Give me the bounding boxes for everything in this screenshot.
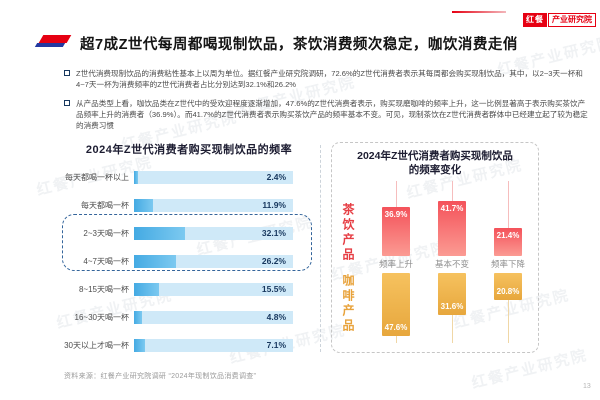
change-column: 36.9% 频率上升 47.6%	[379, 143, 413, 354]
frequency-bar-track: 2.4%	[134, 170, 293, 184]
tea-bar: 36.9%	[382, 207, 410, 256]
frequency-value: 26.2%	[261, 256, 286, 266]
change-category-label: 基本不变	[434, 259, 469, 269]
stem-line-bottom	[507, 300, 509, 343]
purchase-frequency-chart: 2024年Z世代消费者购买现制饮品的频率 每天都喝一杯以上 2.4% 每天都喝一杯 1…	[58, 141, 320, 359]
frequency-bar-track: 11.9%	[134, 198, 293, 212]
change-category-label: 频率上升	[378, 259, 413, 269]
brand-logo: 红餐 产业研究院	[523, 13, 596, 27]
right-chart-title-line2: 的频率变化	[408, 163, 462, 176]
frequency-bar-track: 15.5%	[134, 282, 293, 296]
frequency-value: 11.9%	[262, 200, 286, 210]
stem-line-top	[507, 181, 509, 228]
stem-line-top	[395, 181, 397, 207]
bullet-text: 从产品类型上看，咖饮品类在Z世代中的受欢迎程度逐渐增加，47.6%的Z世代消费者…	[76, 99, 588, 130]
frequency-value: 4.8%	[266, 312, 286, 322]
top-decor-line	[452, 11, 506, 13]
summary-bullets: Z世代消费现制饮品的消费粘性基本上以周为单位。据红餐产业研究院调研，72.6%的…	[64, 68, 592, 139]
tea-bar: 21.4%	[494, 228, 522, 256]
left-chart-title: 2024年Z世代消费者购买现制饮品的频率	[85, 144, 293, 156]
frequency-row-label: 每天都喝一杯以上	[65, 172, 129, 182]
frequency-row: 8~15天喝一杯 15.5%	[58, 275, 320, 303]
frequency-bar-fill	[134, 198, 153, 212]
frequency-row-label: 每天都喝一杯	[81, 200, 129, 210]
panel-divider	[320, 145, 321, 352]
frequency-bar-track: 26.2%	[134, 254, 293, 268]
change-column: 21.4% 频率下降 20.8%	[491, 143, 525, 354]
coffee-series-label: 咖啡产品	[341, 274, 355, 334]
frequency-row: 30天以上才喝一杯 7.1%	[58, 331, 320, 359]
right-chart-title: 2024年Z世代消费者购买现制饮品 的频率变化	[332, 150, 538, 177]
frequency-bar-track: 32.1%	[134, 226, 293, 240]
frequency-row: 每天都喝一杯 11.9%	[58, 191, 320, 219]
frequency-row: 16~30天喝一杯 4.8%	[58, 303, 320, 331]
source-note: 资料来源：红餐产业研究院调研 “2024年现制饮品消费调查”	[64, 373, 257, 380]
coffee-bar: 20.8%	[494, 273, 522, 300]
right-chart-title-line1: 2024年Z世代消费者购买现制饮品	[357, 150, 513, 162]
frequency-row-label: 8~15天喝一杯	[78, 284, 129, 294]
bullet-text: Z世代消费现制饮品的消费粘性基本上以周为单位。据红餐产业研究院调研，72.6%的…	[76, 69, 583, 89]
page-number: 13	[583, 383, 591, 390]
frequency-bar-fill	[134, 170, 138, 184]
frequency-row-label: 16~30天喝一杯	[74, 312, 129, 322]
change-category-label: 频率下降	[490, 259, 525, 269]
brand-logo-mark: 红餐	[523, 13, 547, 27]
frequency-row-label: 4~7天喝一杯	[83, 256, 129, 266]
frequency-bar-track: 4.8%	[134, 310, 293, 324]
frequency-row: 4~7天喝一杯 26.2%	[58, 247, 320, 275]
coffee-bar: 47.6%	[382, 273, 410, 336]
frequency-value: 2.4%	[266, 172, 286, 182]
frequency-row: 2~3天喝一杯 32.1%	[58, 219, 320, 247]
bullet-item: Z世代消费现制饮品的消费粘性基本上以周为单位。据红餐产业研究院调研，72.6%的…	[64, 68, 592, 90]
tea-bar: 41.7%	[438, 201, 466, 256]
frequency-row-label: 2~3天喝一杯	[83, 228, 129, 238]
tea-series-label: 茶饮产品	[341, 203, 355, 263]
frequency-value: 32.1%	[261, 228, 286, 238]
brand-logo-text: 产业研究院	[548, 13, 596, 27]
stem-line-top	[451, 181, 453, 201]
frequency-change-chart: 2024年Z世代消费者购买现制饮品 的频率变化 茶饮产品 咖啡产品 36.9% 频…	[331, 142, 539, 353]
title-accent-red	[38, 35, 72, 43]
frequency-value: 15.5%	[261, 284, 286, 294]
frequency-bar-fill	[134, 226, 186, 240]
frequency-bar-track: 7.1%	[134, 338, 293, 352]
page-title: 超7成Z世代每周都喝现制饮品，茶饮消费频次稳定，咖饮消费走俏	[80, 37, 518, 53]
bullet-square-icon	[64, 70, 70, 76]
title-accent-blue	[34, 43, 66, 47]
frequency-bar-fill	[134, 338, 146, 352]
frequency-bar-fill	[134, 310, 142, 324]
change-column: 41.7% 基本不变 31.6%	[435, 143, 469, 354]
bullet-square-icon	[64, 100, 70, 106]
stem-line-bottom	[451, 315, 453, 343]
frequency-bar-fill	[134, 282, 159, 296]
frequency-bar-fill	[134, 254, 176, 268]
frequency-value: 7.1%	[266, 340, 286, 350]
stem-line-bottom	[395, 336, 397, 343]
frequency-row: 每天都喝一杯以上 2.4%	[58, 163, 320, 191]
coffee-bar: 31.6%	[438, 273, 466, 315]
frequency-row-label: 30天以上才喝一杯	[64, 340, 129, 350]
frequency-rows: 每天都喝一杯以上 2.4% 每天都喝一杯 11.9% 2~3天喝一杯 32.1% 4~7天喝…	[58, 163, 320, 359]
bullet-item: 从产品类型上看，咖饮品类在Z世代中的受欢迎程度逐渐增加，47.6%的Z世代消费者…	[64, 98, 592, 131]
